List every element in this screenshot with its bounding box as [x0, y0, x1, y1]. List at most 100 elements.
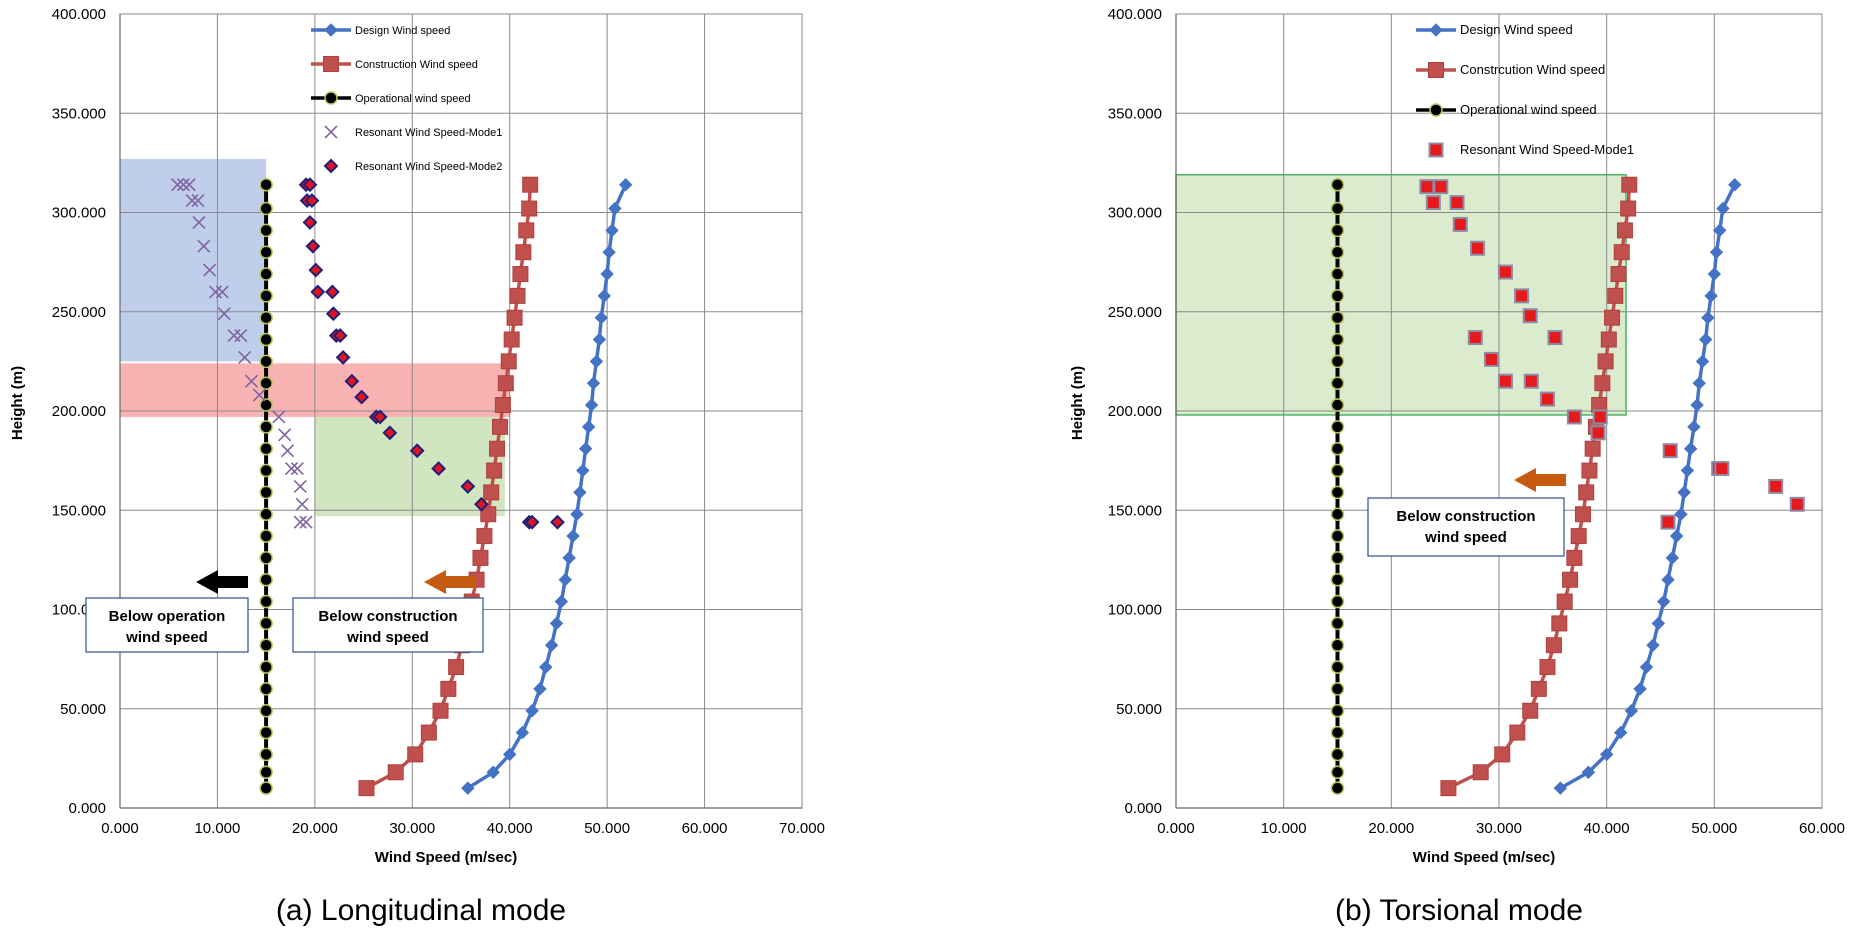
- x-tick-label: 70.000: [779, 820, 825, 837]
- data-point: [1660, 514, 1676, 530]
- data-point: [1330, 177, 1345, 192]
- data-point: [512, 266, 529, 283]
- legend-entry: Operational wind speed: [1460, 102, 1597, 117]
- data-point: [1330, 551, 1345, 565]
- x-tick-label: 0.000: [101, 820, 139, 837]
- legend-entry: Resonant Wind Speed-Mode1: [1460, 142, 1634, 157]
- data-point: [1522, 702, 1539, 719]
- data-point: [259, 223, 273, 238]
- data-point: [259, 201, 273, 216]
- data-point: [515, 244, 532, 261]
- data-point: [608, 201, 622, 216]
- data-point: [1452, 216, 1468, 232]
- data-point: [185, 194, 199, 208]
- data-point: [1330, 201, 1345, 216]
- data-point: [1566, 409, 1582, 425]
- data-point: [494, 397, 511, 414]
- y-tick-label: 350.000: [1108, 105, 1162, 122]
- data-point: [1624, 704, 1639, 718]
- data-point: [208, 285, 223, 299]
- data-point: [432, 702, 449, 719]
- data-point: [1330, 376, 1345, 390]
- y-tick-label: 0.000: [68, 800, 106, 817]
- data-point: [1662, 443, 1678, 459]
- data-point: [1472, 764, 1489, 781]
- data-point: [1494, 746, 1511, 763]
- series-design-wind-speed: [461, 178, 633, 795]
- data-point: [1590, 425, 1606, 441]
- data-point: [1330, 529, 1345, 543]
- data-point: [259, 616, 273, 631]
- data-point: [1657, 594, 1671, 609]
- data-point: [581, 420, 596, 434]
- data-point: [259, 245, 273, 259]
- data-point: [259, 638, 273, 652]
- resonance-mode1-band: [120, 158, 267, 362]
- data-point: [1547, 330, 1563, 346]
- legend-swatch-marker: [1429, 23, 1443, 37]
- series-construction-wind-speed: [358, 176, 539, 797]
- x-tick-label: 10.000: [1261, 820, 1307, 837]
- data-point: [325, 306, 341, 322]
- data-point: [1707, 267, 1722, 281]
- data-point: [182, 178, 196, 192]
- data-point: [302, 177, 318, 193]
- x-tick-label: 60.000: [682, 820, 728, 837]
- data-point: [592, 332, 607, 347]
- data-point: [1330, 594, 1345, 609]
- data-point: [448, 659, 465, 676]
- data-point: [521, 200, 538, 217]
- data-point: [460, 479, 476, 494]
- legend-swatch-marker: [1429, 103, 1443, 117]
- data-point: [1633, 682, 1647, 696]
- data-point: [539, 660, 553, 674]
- data-point: [259, 551, 273, 565]
- data-point: [1613, 725, 1628, 740]
- x-tick-label: 30.000: [1476, 820, 1522, 837]
- series-operational-wind-speed: [259, 177, 273, 795]
- x-tick-label: 40.000: [1584, 820, 1630, 837]
- annotation-box: [1367, 497, 1565, 557]
- data-point: [259, 332, 273, 347]
- data-point: [295, 497, 309, 511]
- chart-caption: (b) Torsional mode: [1335, 894, 1583, 927]
- data-point: [409, 443, 425, 459]
- x-tick-label: 40.000: [487, 820, 533, 837]
- data-point: [358, 780, 375, 797]
- data-point: [407, 746, 424, 763]
- data-point: [489, 440, 506, 457]
- data-point: [550, 514, 565, 530]
- data-point: [227, 329, 241, 343]
- legend-entry: Operational wind speed: [355, 93, 471, 105]
- data-point: [1661, 573, 1675, 587]
- data-point: [1716, 201, 1730, 216]
- data-point: [1620, 200, 1637, 217]
- data-point: [1330, 747, 1345, 762]
- resonance-band: [1175, 174, 1627, 416]
- data-point: [515, 725, 530, 740]
- legend-swatch-marker: [1428, 142, 1444, 158]
- data-point: [1330, 463, 1345, 478]
- data-point: [525, 704, 539, 718]
- data-point: [1330, 638, 1345, 652]
- data-point: [1604, 309, 1621, 326]
- data-point: [1674, 507, 1688, 521]
- data-point: [1330, 267, 1345, 281]
- left-arrow-icon: [196, 570, 248, 594]
- data-point: [497, 375, 514, 392]
- data-point: [259, 660, 273, 674]
- data-point: [1594, 375, 1611, 392]
- y-tick-label: 250.000: [52, 304, 106, 321]
- data-point: [1330, 572, 1345, 587]
- data-point: [480, 506, 497, 523]
- data-point: [1330, 507, 1345, 521]
- data-point: [302, 215, 318, 230]
- data-point: [1683, 442, 1698, 456]
- y-tick-label: 50.000: [60, 701, 106, 718]
- legend-entry: Design Wind speed: [1460, 22, 1573, 37]
- data-point: [486, 765, 500, 779]
- data-point: [1607, 287, 1624, 304]
- data-point: [259, 376, 273, 390]
- data-point: [1677, 485, 1691, 500]
